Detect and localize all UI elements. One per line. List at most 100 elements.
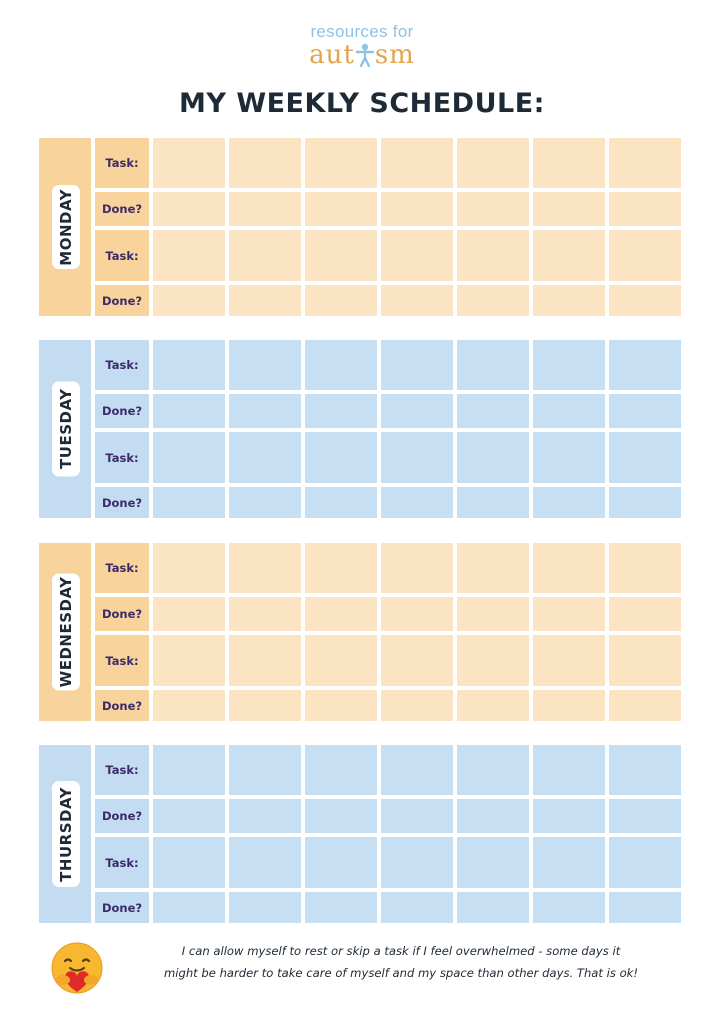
done-cell[interactable]	[533, 192, 605, 226]
task-cell[interactable]	[533, 745, 605, 795]
task-cell[interactable]	[153, 635, 225, 686]
done-cell[interactable]	[305, 597, 377, 631]
task-cell[interactable]	[609, 138, 681, 188]
done-cell[interactable]	[533, 285, 605, 316]
task-cell[interactable]	[609, 432, 681, 483]
done-cell[interactable]	[609, 394, 681, 428]
done-cell[interactable]	[381, 690, 453, 721]
task-cell[interactable]	[229, 543, 301, 593]
done-cell[interactable]	[533, 394, 605, 428]
task-cell[interactable]	[457, 432, 529, 483]
task-cell[interactable]	[533, 635, 605, 686]
done-cell[interactable]	[229, 690, 301, 721]
task-cell[interactable]	[305, 230, 377, 281]
task-cell[interactable]	[381, 635, 453, 686]
done-cell[interactable]	[153, 799, 225, 833]
done-cell[interactable]	[305, 192, 377, 226]
task-cell[interactable]	[153, 543, 225, 593]
task-cell[interactable]	[229, 837, 301, 888]
done-cell[interactable]	[229, 394, 301, 428]
done-cell[interactable]	[229, 192, 301, 226]
task-cell[interactable]	[381, 543, 453, 593]
done-cell[interactable]	[609, 597, 681, 631]
done-cell[interactable]	[229, 285, 301, 316]
task-cell[interactable]	[305, 432, 377, 483]
done-cell[interactable]	[533, 892, 605, 923]
task-cell[interactable]	[153, 432, 225, 483]
task-cell[interactable]	[457, 340, 529, 390]
task-cell[interactable]	[305, 745, 377, 795]
task-cell[interactable]	[609, 340, 681, 390]
done-cell[interactable]	[305, 690, 377, 721]
done-cell[interactable]	[305, 394, 377, 428]
task-cell[interactable]	[457, 745, 529, 795]
task-cell[interactable]	[609, 837, 681, 888]
task-cell[interactable]	[381, 432, 453, 483]
task-cell[interactable]	[229, 635, 301, 686]
task-cell[interactable]	[381, 745, 453, 795]
task-cell[interactable]	[609, 543, 681, 593]
done-cell[interactable]	[609, 487, 681, 518]
done-cell[interactable]	[229, 487, 301, 518]
done-cell[interactable]	[533, 690, 605, 721]
done-cell[interactable]	[533, 799, 605, 833]
done-cell[interactable]	[305, 285, 377, 316]
task-cell[interactable]	[229, 340, 301, 390]
done-cell[interactable]	[457, 799, 529, 833]
task-cell[interactable]	[533, 138, 605, 188]
task-cell[interactable]	[381, 837, 453, 888]
task-cell[interactable]	[533, 432, 605, 483]
task-cell[interactable]	[457, 230, 529, 281]
done-cell[interactable]	[305, 799, 377, 833]
task-cell[interactable]	[533, 230, 605, 281]
task-cell[interactable]	[153, 837, 225, 888]
task-cell[interactable]	[381, 340, 453, 390]
done-cell[interactable]	[533, 597, 605, 631]
task-cell[interactable]	[381, 230, 453, 281]
task-cell[interactable]	[305, 340, 377, 390]
task-cell[interactable]	[229, 432, 301, 483]
task-cell[interactable]	[457, 543, 529, 593]
done-cell[interactable]	[305, 892, 377, 923]
done-cell[interactable]	[609, 799, 681, 833]
done-cell[interactable]	[381, 892, 453, 923]
task-cell[interactable]	[153, 138, 225, 188]
done-cell[interactable]	[457, 597, 529, 631]
task-cell[interactable]	[153, 230, 225, 281]
done-cell[interactable]	[609, 285, 681, 316]
done-cell[interactable]	[153, 892, 225, 923]
task-cell[interactable]	[533, 340, 605, 390]
done-cell[interactable]	[457, 192, 529, 226]
done-cell[interactable]	[609, 192, 681, 226]
task-cell[interactable]	[305, 837, 377, 888]
done-cell[interactable]	[457, 487, 529, 518]
task-cell[interactable]	[305, 543, 377, 593]
done-cell[interactable]	[229, 892, 301, 923]
task-cell[interactable]	[609, 635, 681, 686]
done-cell[interactable]	[457, 892, 529, 923]
task-cell[interactable]	[533, 837, 605, 888]
done-cell[interactable]	[153, 690, 225, 721]
done-cell[interactable]	[381, 285, 453, 316]
done-cell[interactable]	[153, 487, 225, 518]
done-cell[interactable]	[457, 394, 529, 428]
done-cell[interactable]	[381, 394, 453, 428]
task-cell[interactable]	[305, 635, 377, 686]
done-cell[interactable]	[533, 487, 605, 518]
task-cell[interactable]	[229, 745, 301, 795]
task-cell[interactable]	[533, 543, 605, 593]
done-cell[interactable]	[457, 285, 529, 316]
done-cell[interactable]	[229, 799, 301, 833]
done-cell[interactable]	[153, 394, 225, 428]
done-cell[interactable]	[153, 192, 225, 226]
done-cell[interactable]	[153, 597, 225, 631]
task-cell[interactable]	[381, 138, 453, 188]
done-cell[interactable]	[229, 597, 301, 631]
done-cell[interactable]	[381, 799, 453, 833]
done-cell[interactable]	[609, 892, 681, 923]
task-cell[interactable]	[609, 745, 681, 795]
task-cell[interactable]	[457, 138, 529, 188]
done-cell[interactable]	[305, 487, 377, 518]
task-cell[interactable]	[153, 745, 225, 795]
task-cell[interactable]	[305, 138, 377, 188]
